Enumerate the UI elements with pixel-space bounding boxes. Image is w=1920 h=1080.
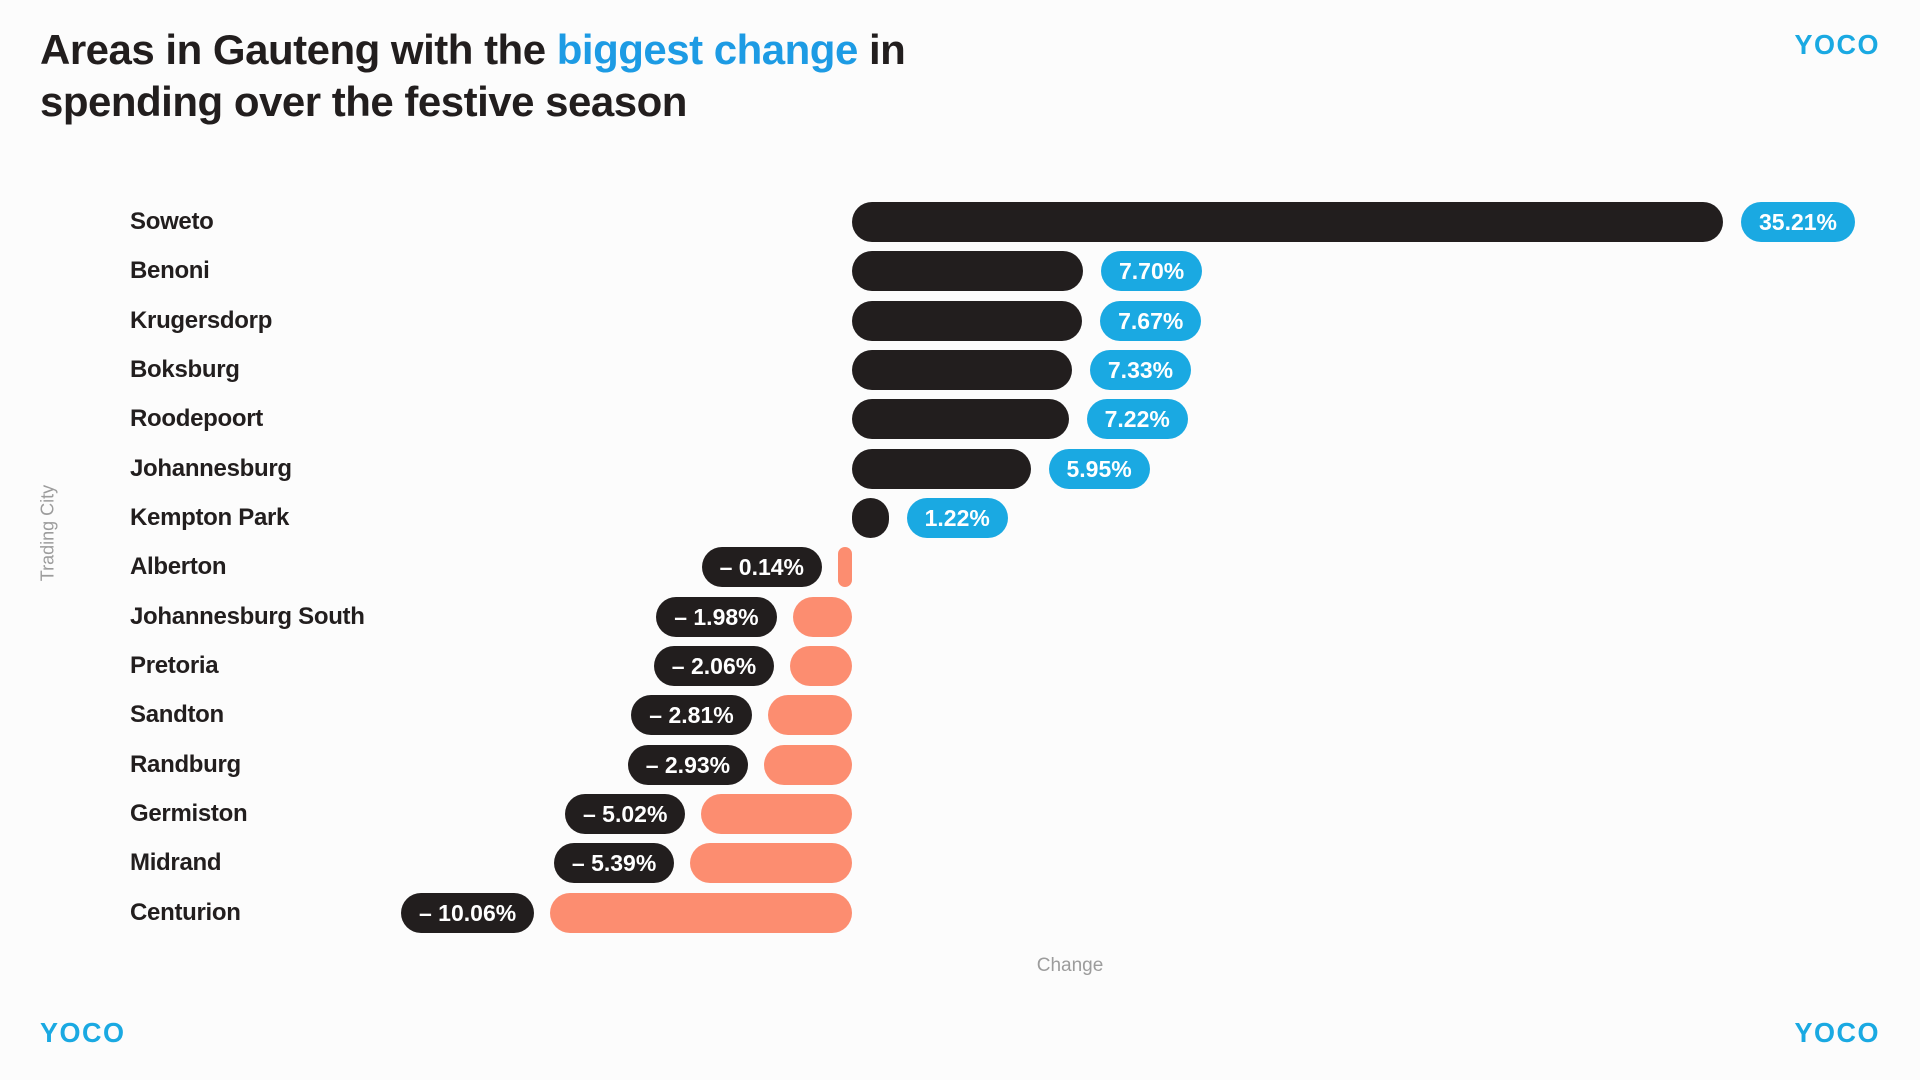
x-axis-label: Change [1036,955,1104,976]
chart-row: Sandton – 2.81% [0,695,1920,736]
chart-row: Centurion – 10.06% [0,892,1920,933]
positive-bar [852,497,889,538]
value-pill: 7.22% [1086,399,1188,440]
value-pill: – 5.02% [565,793,686,834]
title-part2: in [857,26,906,73]
positive-bar [852,251,1083,292]
category-label: Roodepoort [130,405,263,433]
negative-bar [792,596,852,637]
category-label: Centurion [130,898,241,926]
value-pill: 5.95% [1048,448,1150,489]
chart-row: Johannesburg 5.95% [0,448,1920,489]
value-pill: – 10.06% [401,892,535,933]
category-label: Boksburg [130,355,240,383]
category-label: Randburg [130,750,241,778]
chart-row: Randburg – 2.93% [0,744,1920,785]
category-label: Krugersdorp [130,306,273,334]
negative-bar [764,744,852,785]
negative-bar [701,793,852,834]
value-pill: 35.21% [1741,202,1856,242]
category-label: Alberton [130,553,227,581]
title-highlight: biggest change [556,26,859,73]
negative-bar [767,695,852,736]
value-pill: 1.22% [906,497,1008,538]
negative-bar [550,892,852,933]
chart-row: Midrand – 5.39% [0,843,1920,884]
category-label: Pretoria [130,651,219,679]
chart-row: Germiston – 5.02% [0,793,1920,834]
positive-bar [852,300,1083,341]
chart-row: Alberton – 0.14% [0,547,1920,588]
negative-bar [838,547,852,588]
positive-bar [852,448,1031,489]
value-pill: 7.67% [1100,300,1202,341]
category-label: Sandton [130,701,224,729]
value-pill: 7.33% [1089,349,1192,390]
chart-row: Johannesburg South – 1.98% [0,596,1920,637]
chart-row: Soweto 35.21% [0,202,1920,242]
page-title: Areas in Gauteng with the biggest change… [40,24,906,128]
category-label: Johannesburg South [130,602,365,630]
value-pill: – 2.81% [631,695,752,736]
chart-row: Krugersdorp 7.67% [0,300,1920,341]
value-pill: – 5.39% [553,843,675,884]
title-line2: spending over the festive season [40,78,687,125]
chart-row: Benoni 7.70% [0,251,1920,292]
category-label: Midrand [130,849,222,877]
title-part1: Areas in Gauteng with the [40,26,557,73]
value-pill: – 1.98% [656,596,777,637]
chart-row: Kempton Park 1.22% [0,497,1920,538]
positive-bar [852,202,1723,242]
yoco-logo-bottom-right: YOCO [1794,1017,1880,1049]
chart-row: Pretoria – 2.06% [0,645,1920,686]
negative-bar [690,843,852,884]
value-pill: – 2.06% [653,645,775,686]
value-pill: 7.70% [1101,251,1203,292]
category-label: Kempton Park [130,503,290,531]
category-label: Soweto [130,208,214,235]
negative-bar [790,645,852,686]
yoco-logo-top-right: YOCO [1794,29,1880,61]
category-label: Benoni [130,257,210,285]
category-label: Johannesburg [130,454,292,482]
value-pill: – 2.93% [627,744,749,785]
chart-row: Roodepoort 7.22% [0,399,1920,440]
positive-bar [852,349,1072,390]
positive-bar [852,399,1069,440]
yoco-logo-bottom-left: YOCO [40,1017,126,1049]
value-pill: – 0.14% [701,547,822,588]
chart-row: Boksburg 7.33% [0,349,1920,390]
category-label: Germiston [130,799,248,827]
